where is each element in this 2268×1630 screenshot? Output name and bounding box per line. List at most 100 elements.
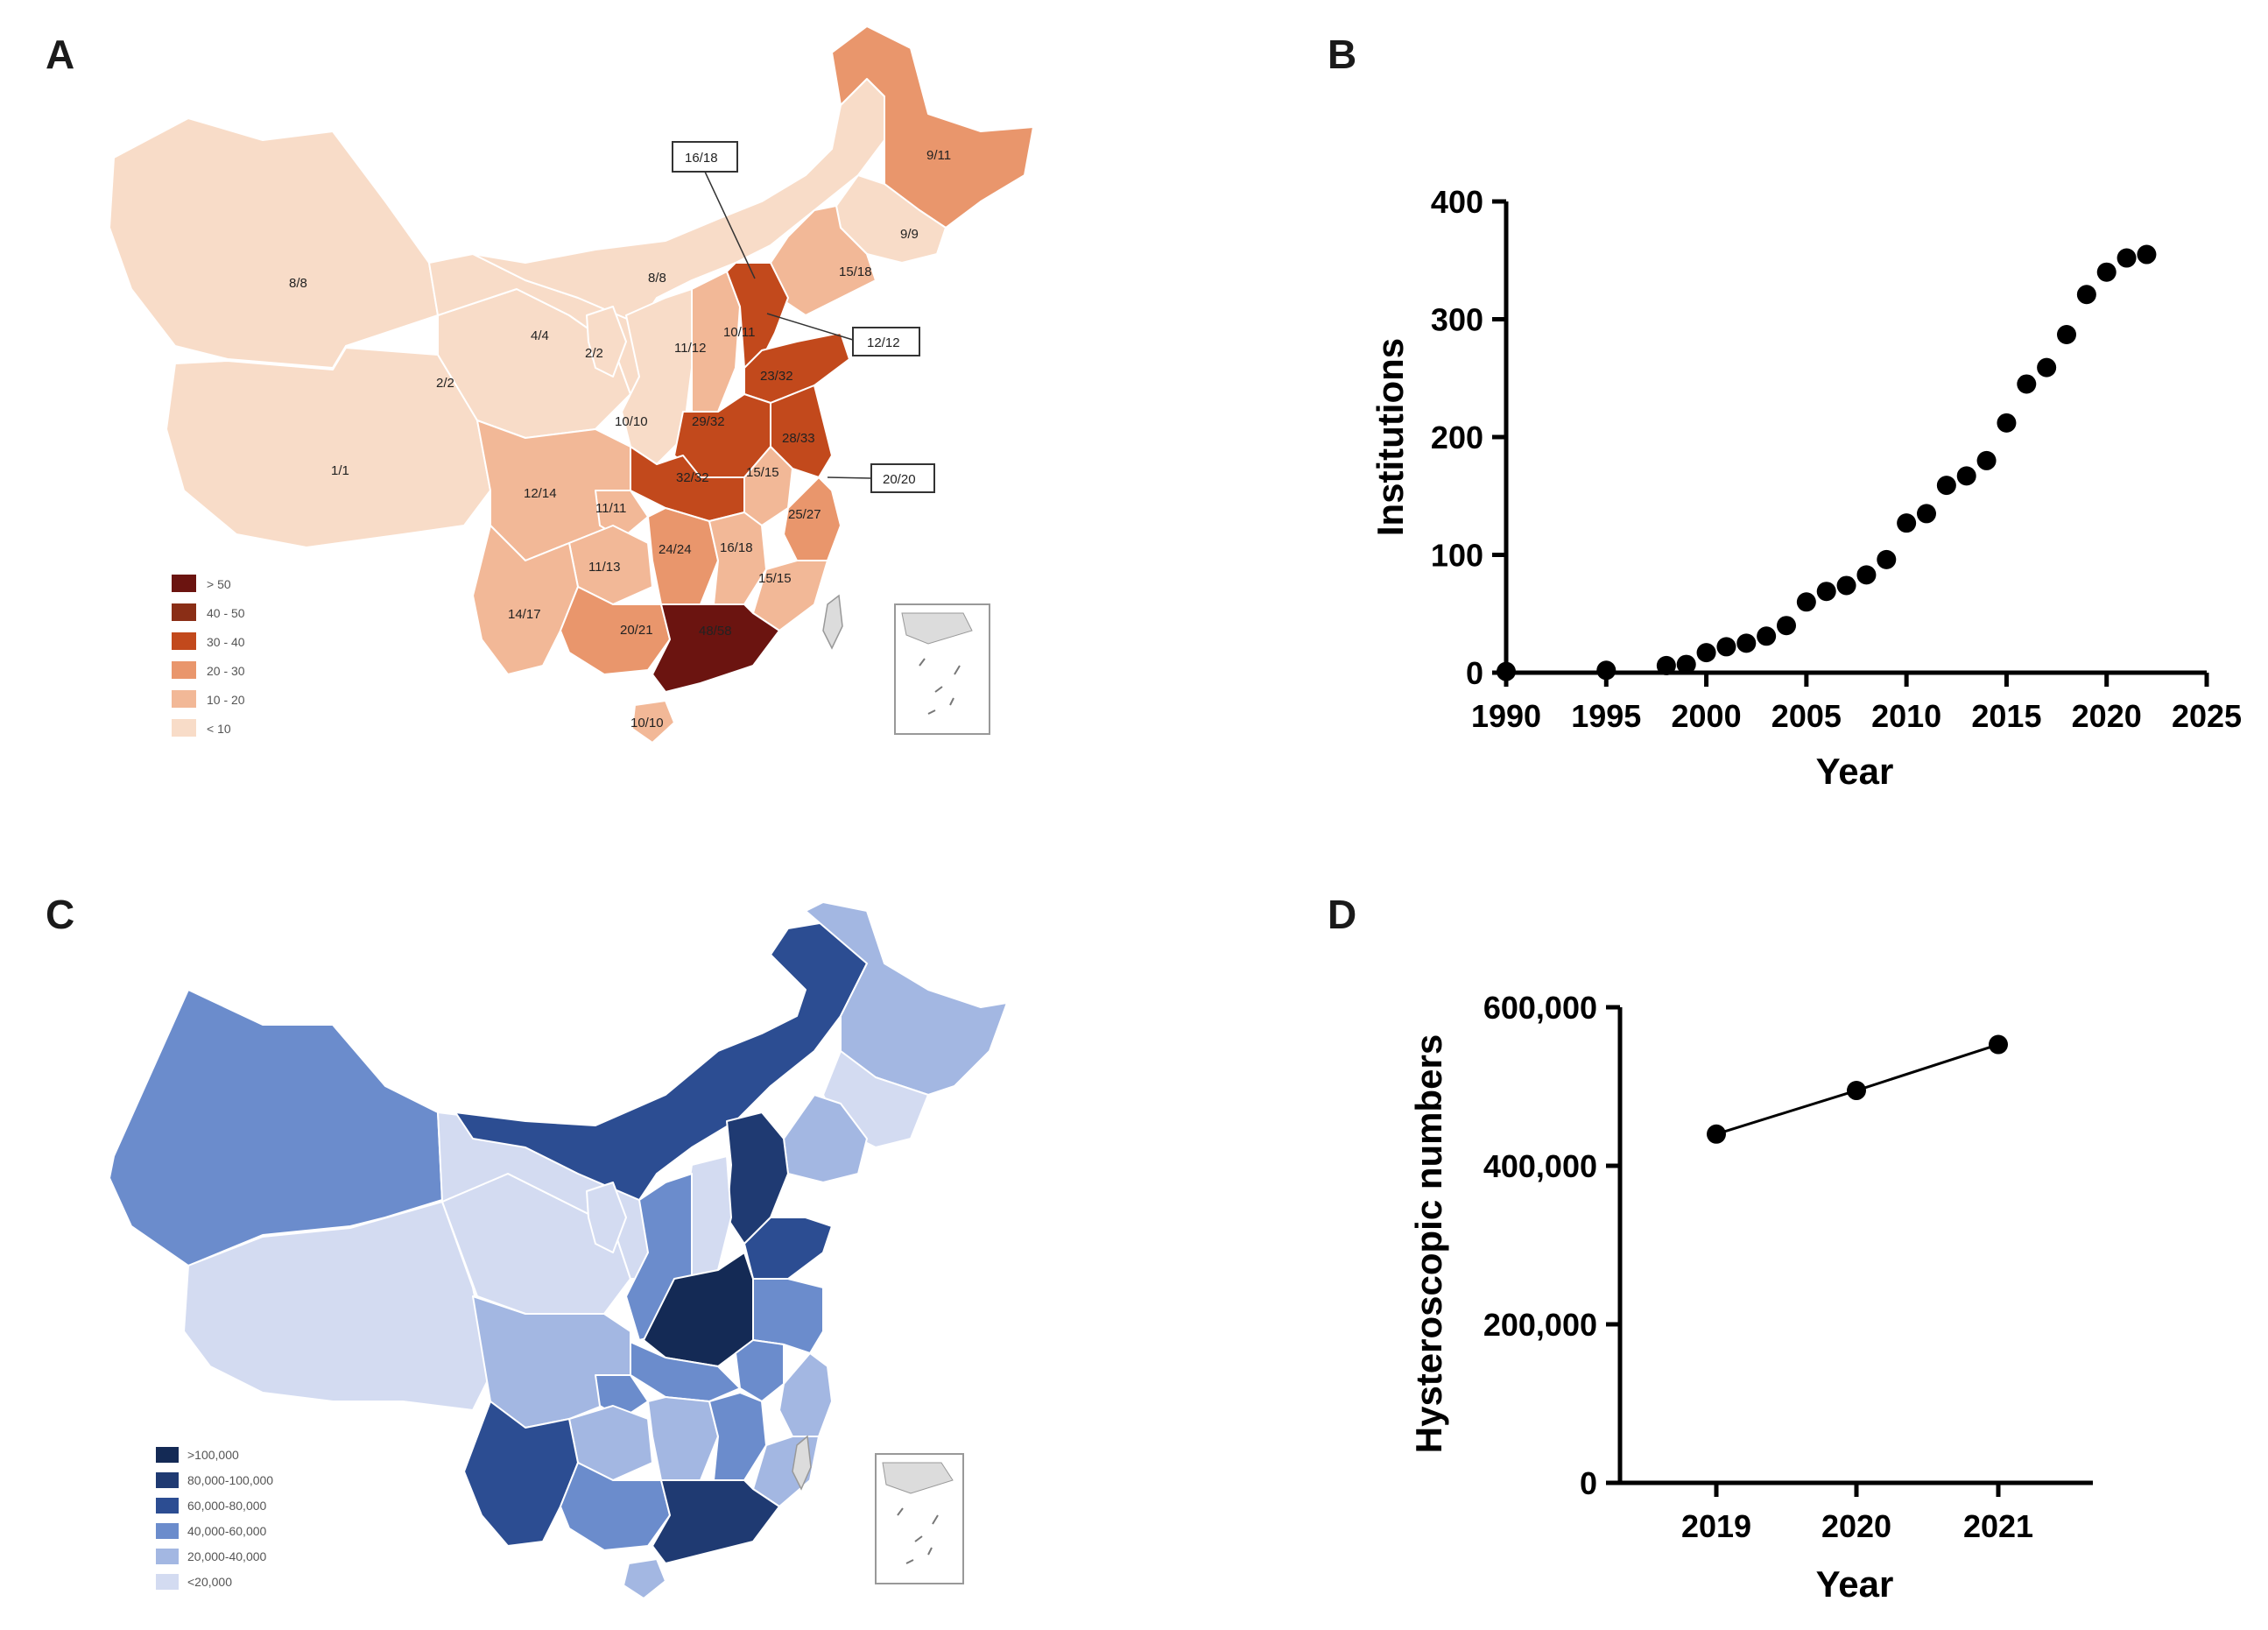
- map-label: 9/9: [900, 227, 919, 242]
- x-tick-label: 2025: [2172, 698, 2242, 734]
- data-point: [1856, 565, 1877, 585]
- data-point: [1676, 654, 1696, 674]
- region-heilongjiang: [805, 901, 1008, 1096]
- x-tick-label: 2005: [1771, 698, 1842, 734]
- callout-label: 16/18: [685, 151, 718, 166]
- legend-c: >100,000 80,000-100,000 60,000-80,000 40…: [156, 1447, 273, 1590]
- map-label: 28/33: [782, 431, 815, 446]
- data-point: [2017, 374, 2037, 394]
- data-point: [2137, 244, 2157, 265]
- y-tick-label: 300: [1431, 302, 1483, 338]
- y-tick-label: 200: [1431, 420, 1483, 455]
- map-label: 2/2: [585, 346, 603, 361]
- china-map-orange: [109, 25, 1034, 744]
- legend-label: 20 - 30: [207, 664, 245, 678]
- map-label: 1/1: [331, 463, 349, 478]
- map-label: 10/10: [630, 716, 664, 730]
- x-tick-label: 2020: [1821, 1508, 1891, 1544]
- legend-label: > 50: [207, 577, 231, 591]
- data-point: [1989, 1034, 2008, 1055]
- legend-swatch: [156, 1523, 179, 1539]
- region-hunan: [647, 1396, 719, 1481]
- legend-swatch: [156, 1472, 179, 1488]
- legend-a: > 50 40 - 50 30 - 40 20 - 30 10 - 20 < 1…: [172, 575, 245, 737]
- data-point: [1956, 466, 1976, 486]
- map-label: 25/27: [788, 507, 821, 522]
- map-label: 8/8: [648, 271, 666, 286]
- legend-swatch: [156, 1574, 179, 1590]
- region-xinjiang: [109, 117, 439, 369]
- legend-label: < 10: [207, 722, 231, 736]
- legend-swatch: [156, 1447, 179, 1463]
- legend-swatch: [172, 575, 196, 592]
- map-label: 10/11: [723, 325, 755, 340]
- y-tick-label: 0: [1580, 1465, 1597, 1501]
- callout-leader: [704, 171, 756, 279]
- x-tick-label: 1995: [1571, 698, 1641, 734]
- chart-b: 1990 1995 2000 2005 2010 2015 2020 2025 0 100 200 3…: [1370, 184, 2242, 792]
- legend-swatch: [172, 632, 196, 650]
- map-label: 11/12: [674, 341, 706, 356]
- data-point: [1936, 476, 1956, 496]
- data-point: [1777, 616, 1796, 636]
- map-label: 11/13: [588, 560, 620, 575]
- map-label: 2/2: [436, 376, 454, 391]
- data-point: [2037, 357, 2057, 378]
- panel-c: C: [46, 892, 1008, 1599]
- legend-swatch: [156, 1549, 179, 1564]
- data-point: [1836, 575, 1856, 596]
- region-jiangxi: [708, 1392, 767, 1481]
- region-shaanxi: [621, 288, 693, 465]
- callout-box: [852, 327, 920, 356]
- inset-landmass: [901, 612, 973, 645]
- region-zhejiang: [778, 1352, 833, 1437]
- region-zhejiang: [783, 476, 842, 561]
- data-point: [1656, 655, 1676, 675]
- region-yunnan: [472, 525, 579, 675]
- region-hubei: [625, 1339, 741, 1402]
- legend-label: 80,000-100,000: [187, 1473, 273, 1487]
- data-point: [1707, 1124, 1726, 1144]
- y-tick-label: 400: [1431, 184, 1483, 220]
- y-tick-label: 0: [1466, 655, 1483, 691]
- x-tick-label: 2000: [1672, 698, 1742, 734]
- map-label: 11/11: [595, 501, 626, 516]
- data-point: [2096, 262, 2117, 282]
- map-label: 15/15: [758, 571, 792, 586]
- map-label: 32/32: [676, 470, 709, 485]
- panel-a-label: A: [46, 32, 74, 77]
- region-tibet: [166, 347, 491, 548]
- legend-label: 20,000-40,000: [187, 1549, 267, 1563]
- x-tick-label: 2020: [2072, 698, 2142, 734]
- map-label: 15/18: [839, 265, 872, 279]
- map-label: 16/18: [720, 540, 753, 555]
- map-a-labels: 8/8 1/1 2/2 4/4 2/2 8/8 9/11 9/9 15/18 1…: [289, 148, 951, 730]
- legend-label: >100,000: [187, 1448, 239, 1462]
- legend-label: <20,000: [187, 1575, 232, 1589]
- region-ningxia: [586, 1182, 627, 1253]
- y-tick-label: 600,000: [1483, 990, 1597, 1026]
- data-point: [1816, 582, 1836, 602]
- x-tick-label: 2021: [1963, 1508, 2033, 1544]
- legend-label: 30 - 40: [207, 635, 245, 649]
- data-point: [1997, 413, 2017, 433]
- region-tibet: [183, 1201, 491, 1411]
- data-point: [1847, 1081, 1866, 1101]
- y-tick-label: 400,000: [1483, 1148, 1597, 1184]
- inset-islands: [919, 658, 961, 715]
- data-point: [1716, 637, 1736, 657]
- map-label: 24/24: [659, 542, 692, 557]
- callout-box: [870, 463, 935, 493]
- x-tick-label: 2019: [1681, 1508, 1751, 1544]
- legend-label: 10 - 20: [207, 693, 245, 707]
- y-tick-label: 200,000: [1483, 1307, 1597, 1343]
- legend-swatch: [172, 661, 196, 679]
- china-map-blue: [109, 901, 1008, 1599]
- region-xinjiang: [109, 989, 443, 1267]
- legend-swatch: [172, 719, 196, 737]
- region-ningxia: [586, 306, 627, 378]
- callout-label: 20/20: [883, 472, 916, 487]
- region-guangxi: [560, 1462, 671, 1551]
